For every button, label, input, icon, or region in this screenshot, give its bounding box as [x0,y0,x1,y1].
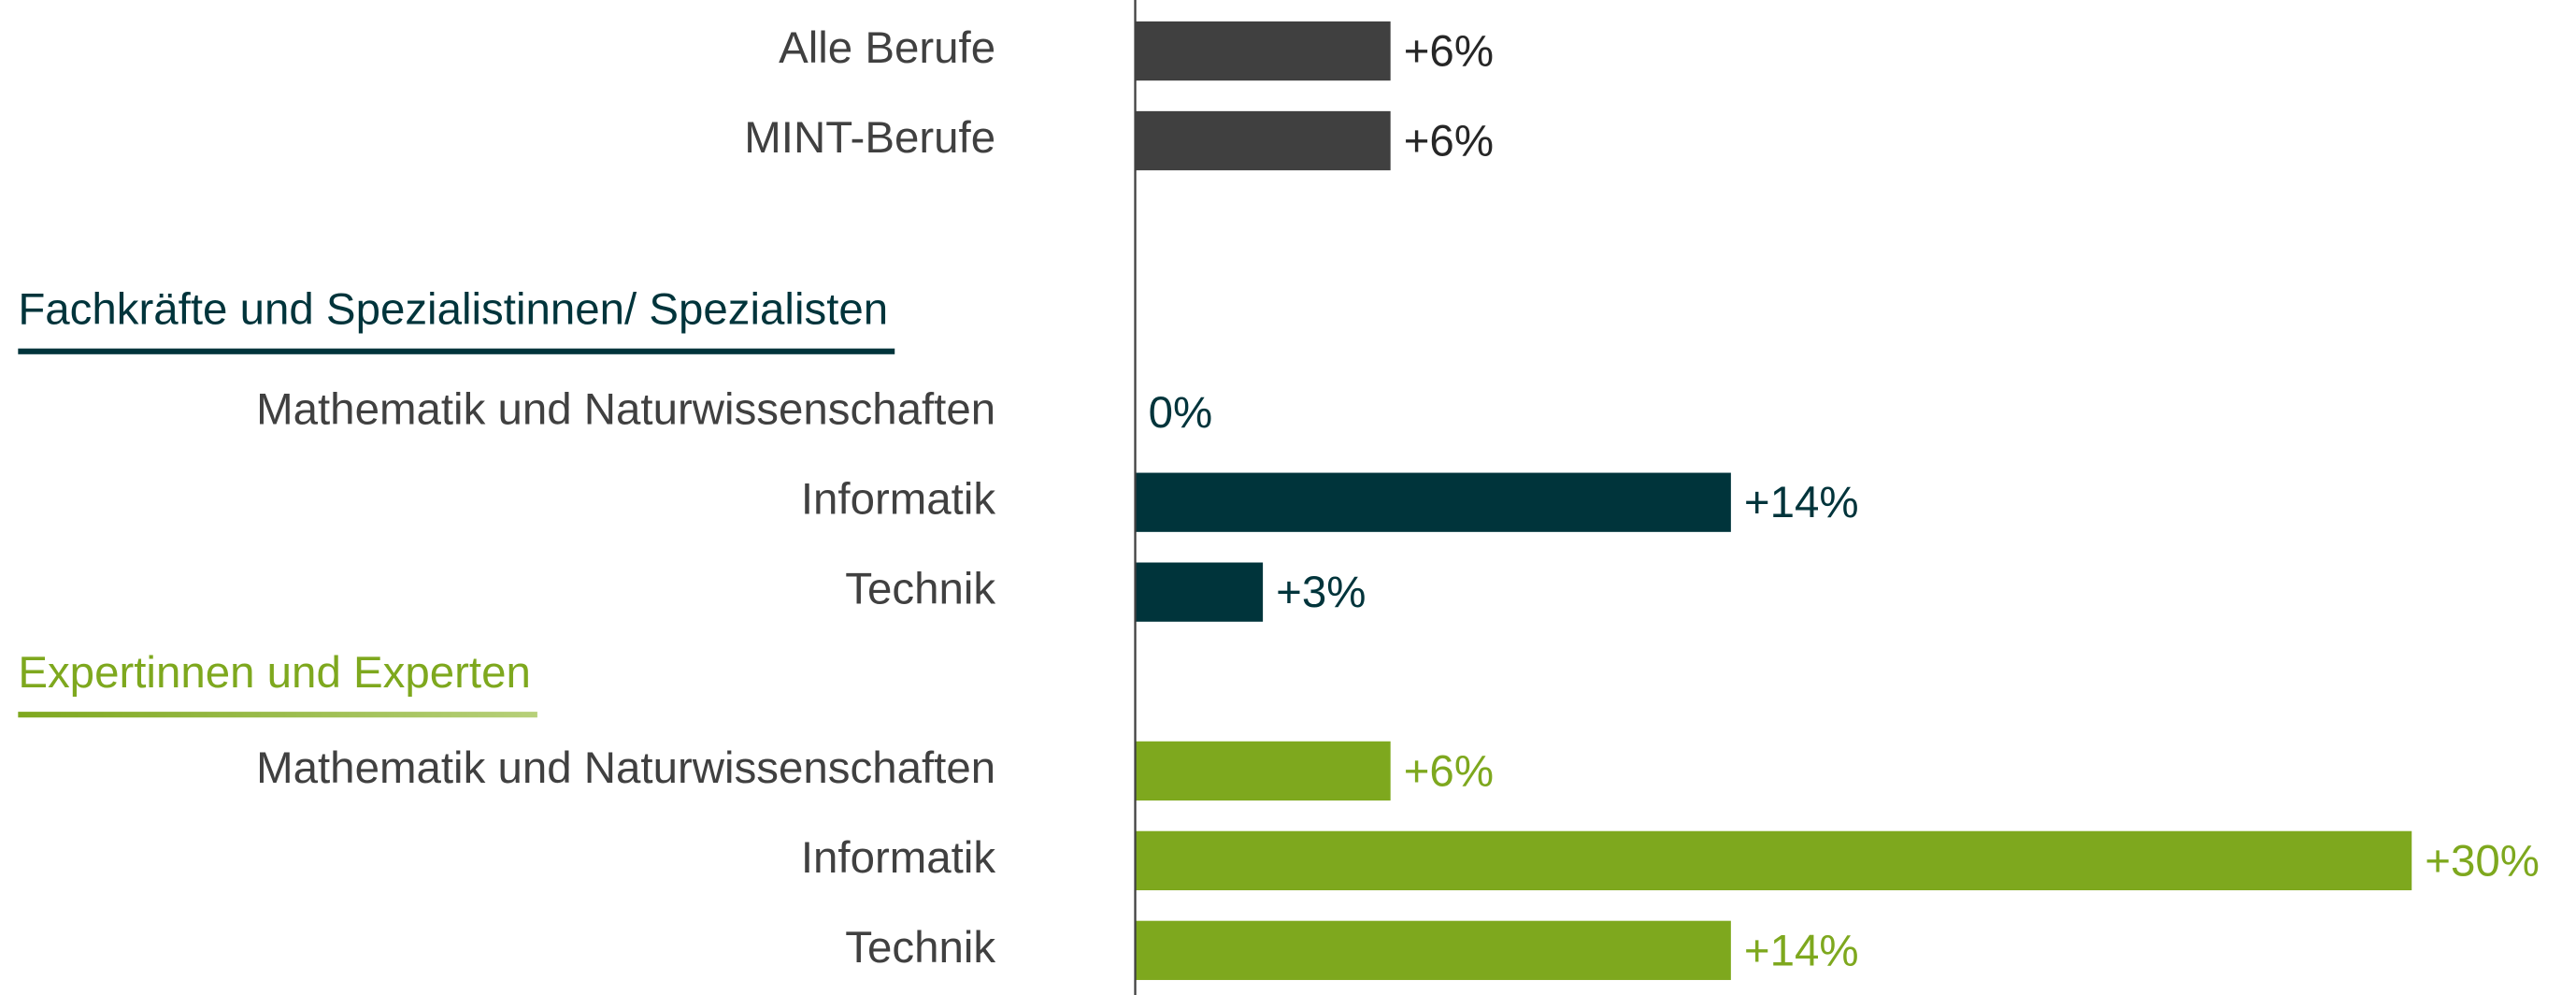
value-label: 0% [1149,388,1213,438]
category-label: Informatik [801,475,996,525]
value-label: +6% [1404,27,1494,77]
bar [1135,472,1731,532]
category-label: Technik [845,565,995,614]
bar [1135,110,1391,171]
category-label: Alle Berufe [779,23,995,73]
value-label: +3% [1276,568,1366,617]
category-label: MINT-Berufe [744,113,995,163]
category-label: Technik [845,923,995,973]
category-label: Informatik [801,833,996,883]
category-label: Mathematik und Naturwissenschaften [256,743,995,793]
group-heading: Expertinnen und Experten [18,648,531,698]
group-underline [18,348,895,354]
group-underline [18,712,537,718]
bar [1135,21,1391,81]
bar [1135,920,1731,980]
value-label: +6% [1404,117,1494,166]
category-label: Mathematik und Naturwissenschaften [256,385,995,435]
group-heading: Fachkräfte und Spezialistinnen/ Speziali… [18,285,888,335]
value-label: +6% [1404,746,1494,796]
value-label: +14% [1744,926,1859,975]
value-label: +30% [2425,836,2540,886]
bar [1135,830,2412,890]
value-label: +14% [1744,478,1859,527]
bar [1135,562,1264,622]
bar [1135,741,1391,801]
